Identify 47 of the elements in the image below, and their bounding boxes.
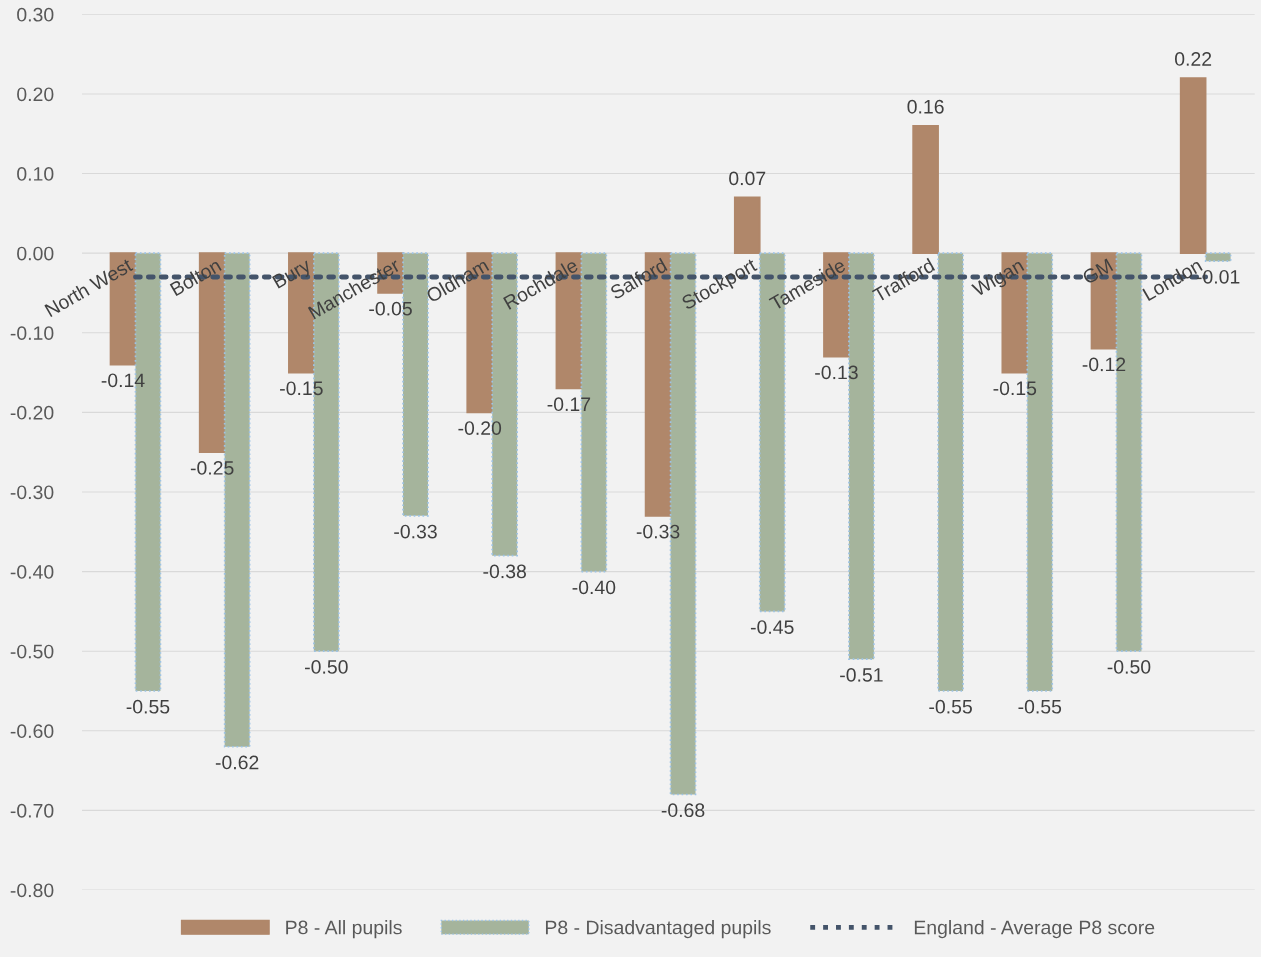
legend-label: P8 - Disadvantaged pupils: [545, 920, 771, 939]
bar: [1204, 252, 1232, 262]
data-label: -0.12: [1082, 357, 1126, 372]
bar: [1179, 77, 1207, 255]
x-tick-label: Wigan: [970, 257, 1027, 301]
data-label: -0.55: [1018, 699, 1062, 714]
data-label: 0.07: [729, 171, 766, 186]
data-label: -0.38: [483, 564, 526, 579]
data-label: -0.20: [458, 421, 502, 435]
y-tick-label: -0.20: [10, 405, 54, 420]
y-tick-label: 0.20: [17, 87, 54, 102]
legend-label: England - Average P8 score: [914, 920, 1155, 939]
data-label: -0.17: [547, 397, 591, 412]
x-tick-label: GM: [1081, 258, 1114, 285]
data-label: -0.50: [1107, 660, 1151, 674]
data-label: -0.55: [126, 699, 170, 714]
y-tick-label: -0.60: [10, 724, 54, 739]
data-label: -0.51: [840, 668, 883, 682]
data-label: -0.13: [815, 365, 858, 380]
bar: [937, 252, 964, 692]
data-label: -0.62: [215, 755, 259, 770]
y-tick-label: -0.70: [10, 803, 54, 818]
y-tick-label: -0.50: [10, 644, 54, 659]
data-label: -0.40: [572, 580, 616, 595]
data-label: -0.68: [661, 803, 705, 818]
bar: [912, 124, 939, 255]
y-tick-label: 0.30: [17, 7, 54, 22]
y-tick-label: -0.40: [10, 565, 54, 579]
data-label: -0.50: [305, 660, 348, 674]
data-label: -0.45: [750, 620, 794, 635]
bar: [733, 196, 761, 255]
legend-label: P8 - All pupils: [286, 920, 402, 939]
data-label: -0.25: [190, 461, 234, 475]
y-tick-label: 0.10: [17, 167, 54, 181]
data-label: 0.16: [907, 99, 944, 114]
data-label: -0.33: [394, 524, 437, 539]
data-label: -0.55: [929, 699, 972, 714]
y-tick-label: -0.10: [10, 326, 54, 341]
data-label: -0.33: [636, 524, 680, 539]
data-label: -0.15: [993, 381, 1037, 396]
data-label: -0.14: [101, 373, 145, 388]
x-tick-label: Bury: [272, 257, 314, 293]
y-tick-label: -0.30: [10, 485, 54, 500]
data-label: -0.15: [280, 381, 323, 396]
y-tick-label: 0.00: [17, 246, 54, 261]
data-label: 0.22: [1175, 52, 1212, 66]
y-tick-label: -0.80: [10, 883, 54, 898]
